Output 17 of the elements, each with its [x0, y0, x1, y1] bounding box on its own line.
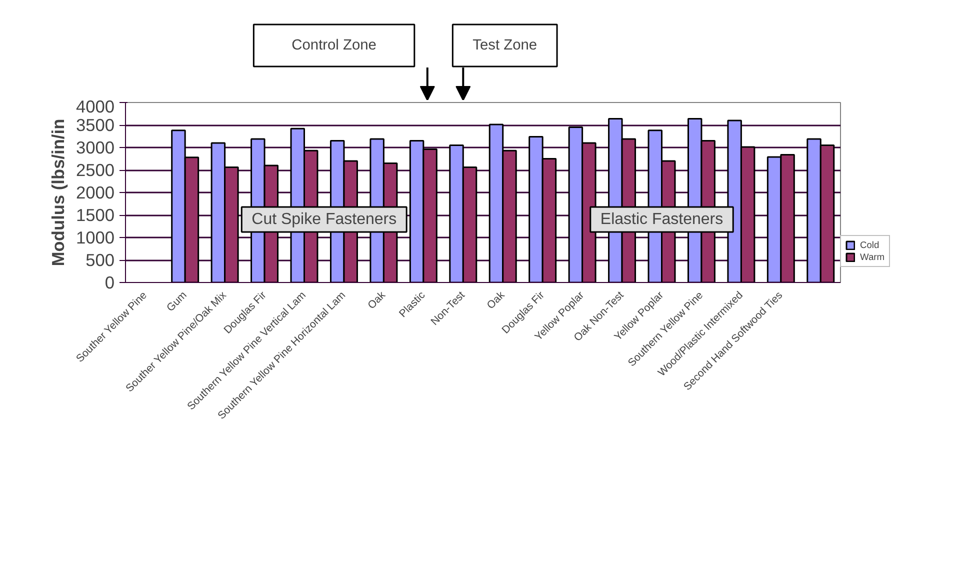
y-tick-label: 2000 [76, 182, 115, 202]
y-tick-label: 0 [104, 272, 115, 292]
legend-label: Warm [860, 252, 885, 262]
text: Control Zone [292, 38, 376, 54]
y-tick-label: 3500 [76, 115, 115, 135]
legend-label: Cold [860, 240, 880, 250]
text: Test Zone [472, 38, 538, 54]
y-tick-label: 1000 [76, 228, 115, 248]
y-tick-label: 3000 [76, 138, 115, 158]
y-tick-label: 1500 [76, 205, 115, 225]
x-tick-label: Oak [366, 288, 388, 312]
y-tick-label: 2500 [76, 160, 115, 180]
y-tick-label: 500 [86, 250, 115, 270]
y-axis-title: Modulus (lbs/in/in [48, 118, 68, 266]
y-tick-label: 4000 [76, 96, 115, 116]
annotation: Elastic Fasteners [600, 211, 724, 228]
annotation: Cut Spike Fasteners [252, 211, 397, 228]
